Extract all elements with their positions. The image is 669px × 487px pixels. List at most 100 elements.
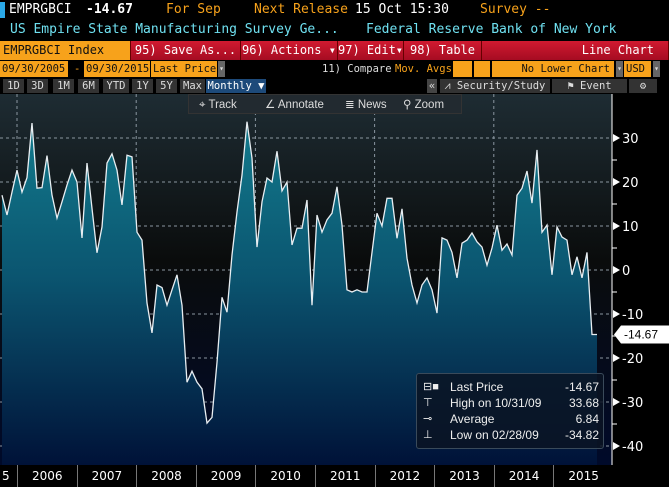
field-dropdown-icon[interactable]: ▾	[218, 61, 225, 77]
event-label: Event	[580, 80, 612, 92]
x-axis: 5 2006 2007 2008 2009 2010 2011 2012 2013 2014 201…	[0, 465, 612, 487]
x-tick-label: 2006	[32, 469, 63, 483]
y-tick-marker	[613, 222, 620, 230]
x-tick	[434, 465, 436, 487]
news-button[interactable]: ≣ News	[345, 95, 387, 115]
legend-average: ⊸ Average 6.84	[423, 412, 599, 426]
date-dash: -	[74, 63, 81, 75]
period-button-1m[interactable]: 1M	[53, 79, 74, 93]
last-price-label: -14.67	[624, 328, 658, 342]
period-button-1d[interactable]: 1D	[3, 79, 24, 93]
period-button-max[interactable]: Max	[180, 79, 205, 93]
period-button-1y[interactable]: 1Y	[132, 79, 153, 93]
period-button-5y[interactable]: 5Y	[156, 79, 177, 93]
x-tick-label: 2012	[389, 469, 421, 483]
x-tick-label: 2011	[330, 469, 361, 483]
track-label: Track	[208, 99, 237, 111]
series-line	[1, 121, 597, 425]
x-tick-label: 2015	[568, 469, 599, 483]
blank-field-1[interactable]	[453, 61, 472, 77]
menu-bar: EMPRGBCI Index 95) Save As... 96) Action…	[0, 41, 669, 60]
zoom-button[interactable]: ⚲ Zoom	[403, 95, 444, 115]
last-value: -14.67	[86, 2, 133, 17]
lower-dropdown-icon[interactable]: ▾	[616, 61, 623, 77]
track-button[interactable]: ⌖ Track	[199, 95, 237, 115]
x-tick	[136, 465, 138, 487]
security-name: US Empire State Manufacturing Survey Ge.…	[10, 22, 339, 37]
survey: Survey --	[480, 2, 551, 17]
high-marker-icon: ⊤	[423, 397, 433, 409]
y-tick-marker	[613, 266, 620, 274]
period-button-3d[interactable]: 3D	[27, 79, 48, 93]
active-indicator	[0, 2, 5, 18]
chart-study-icon: ⩘	[444, 80, 457, 92]
mov-avgs-button[interactable]: Mov. Avgs	[395, 63, 452, 75]
x-tick-label: 2007	[91, 469, 123, 483]
x-tick	[493, 465, 495, 487]
y-tick-label: 10	[622, 220, 639, 235]
y-tick-marker	[613, 398, 620, 406]
period-bar: 1D 3D 1M 6M YTD 1Y 5Y Max Monthly ▼ « ⩘ Securit…	[0, 78, 669, 94]
actions-button[interactable]: 96) Actions ▾	[241, 41, 338, 60]
x-tick-label: 2008	[151, 469, 182, 483]
y-tick-label: -20	[622, 352, 643, 367]
news-icon: ≣	[345, 99, 358, 111]
chart-type-button[interactable]: Line Chart	[482, 41, 669, 60]
x-tick	[315, 465, 316, 487]
magnifier-icon: ⚲	[403, 99, 415, 111]
legend: ⊟■ Last Price -14.67 ⊤ High on 10/31/09 33.6…	[416, 373, 604, 449]
x-tick	[195, 465, 197, 487]
security-study-button[interactable]: ⩘ Security/Study	[440, 79, 550, 93]
table-button[interactable]: 98) Table	[404, 41, 482, 60]
legend-last: ⊟■ Last Price -14.67	[423, 380, 599, 394]
currency-dropdown-icon[interactable]: ▾	[653, 61, 660, 77]
blank-field-2[interactable]	[474, 61, 490, 77]
annotate-label: Annotate	[277, 99, 324, 111]
y-tick-label: 0	[622, 264, 630, 279]
pencil-icon: ∠	[265, 99, 278, 111]
y-tick-label: -10	[622, 308, 643, 323]
collapse-button[interactable]: «	[427, 79, 437, 93]
event-button[interactable]: ⚑ Event	[552, 79, 627, 93]
x-tick-label: 2014	[508, 469, 540, 483]
y-tick-label: -40	[622, 440, 643, 455]
x-tick-label: 2009	[210, 469, 242, 483]
next-release: 15 Oct 15:30	[355, 2, 449, 17]
currency-select[interactable]: USD	[624, 61, 651, 77]
save-as-button[interactable]: 95) Save As...	[131, 41, 241, 60]
x-tick	[17, 465, 18, 487]
chart-toolbar: ⌖ Track ∠ Annotate ≣ News ⚲ Zoom	[188, 94, 462, 114]
settings-gear-icon[interactable]: ⚙	[629, 79, 657, 93]
security-field[interactable]: EMPRGBCI Index	[0, 41, 131, 60]
y-tick-label: 30	[622, 132, 639, 147]
edit-button[interactable]: 97) Edit▾	[338, 41, 404, 60]
lower-chart-select[interactable]: No Lower Chart	[492, 61, 614, 77]
x-tick	[374, 465, 376, 487]
period-button-ytd[interactable]: YTD	[103, 79, 129, 93]
title-bar: EMPRGBCI -14.67 For Sep Next Release 15 …	[0, 0, 669, 20]
y-tick-marker	[613, 134, 620, 142]
compare-button[interactable]: 11) Compare	[322, 63, 392, 75]
ticker: EMPRGBCI	[9, 2, 72, 17]
x-tick-label: 2013	[449, 469, 480, 483]
legend-low: ⊥ Low on 02/28/09 -34.82	[423, 428, 599, 442]
average-marker-icon: ⊸	[423, 413, 433, 425]
security-study-label: Security/Study	[456, 80, 546, 92]
start-date-input[interactable]: 09/30/2005	[0, 61, 68, 77]
annotate-button[interactable]: ∠ Annotate	[265, 95, 324, 115]
period: For Sep	[166, 2, 221, 17]
subheader: US Empire State Manufacturing Survey Ge.…	[0, 20, 669, 40]
end-date-input[interactable]: 09/30/2015	[84, 61, 150, 77]
next-release-label: Next Release	[254, 2, 348, 17]
x-tick-label: 5	[2, 469, 10, 483]
frequency-select[interactable]: Monthly ▼	[206, 79, 266, 93]
range-bar: 09/30/2005 - 09/30/2015 Last Price ▾ 11)…	[0, 61, 669, 77]
y-tick-marker	[613, 442, 620, 450]
period-button-6m[interactable]: 6M	[78, 79, 99, 93]
crosshair-icon: ⌖	[199, 99, 209, 111]
flag-icon: ⚑	[567, 80, 581, 92]
y-tick-marker	[613, 310, 620, 318]
last-price-tag	[614, 325, 669, 344]
legend-high: ⊤ High on 10/31/09 33.68	[423, 396, 599, 410]
field-select[interactable]: Last Price	[151, 61, 217, 77]
